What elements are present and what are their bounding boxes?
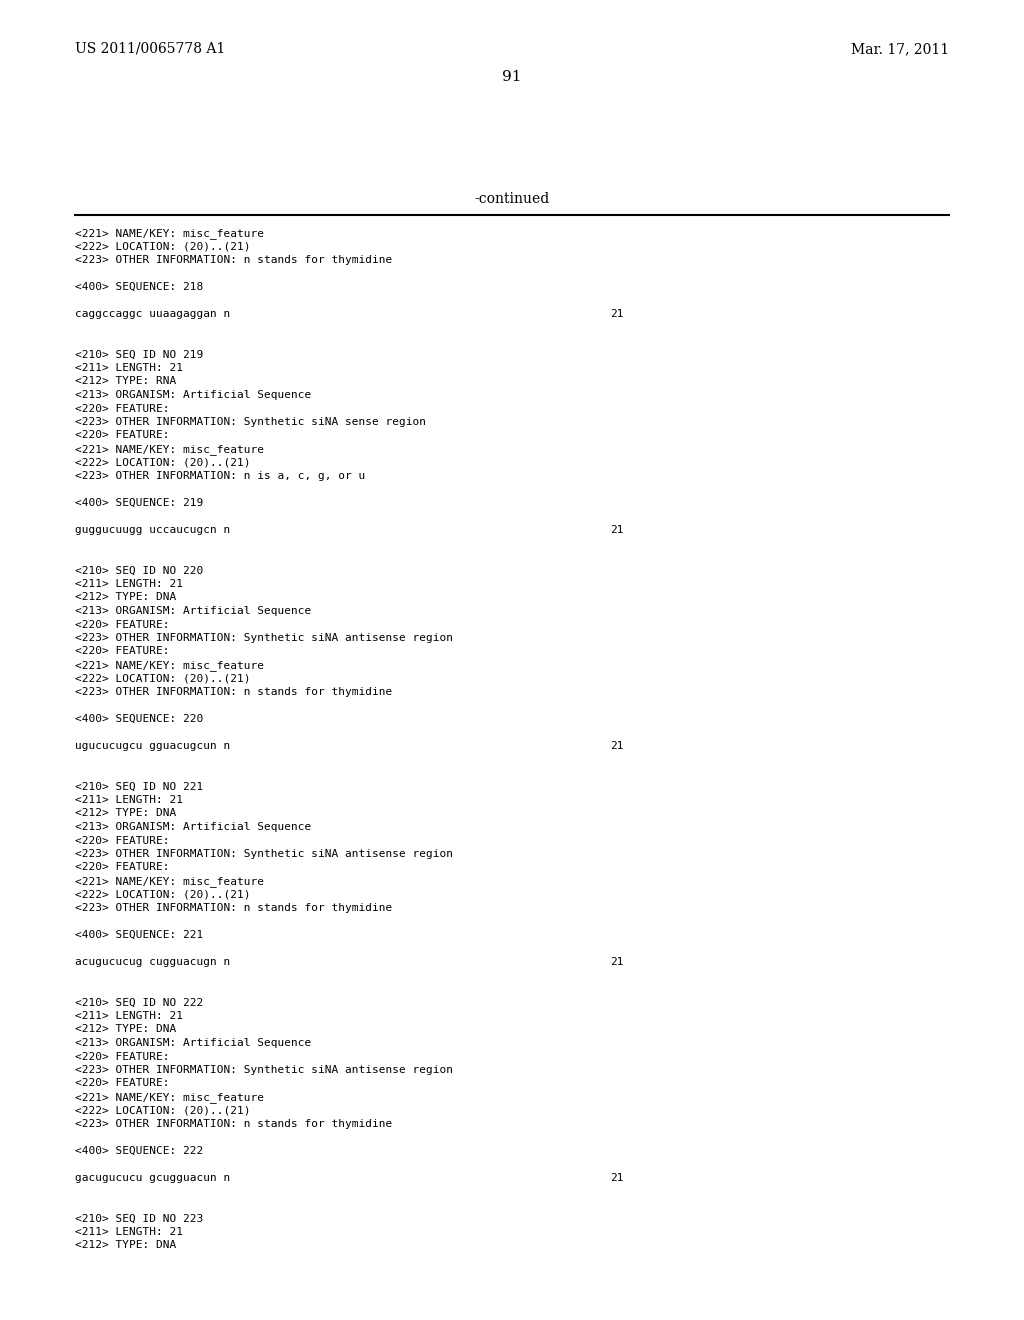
Text: <220> FEATURE:: <220> FEATURE: [75, 647, 170, 656]
Text: <220> FEATURE:: <220> FEATURE: [75, 430, 170, 441]
Text: acugucucug cugguacugn n: acugucucug cugguacugn n [75, 957, 230, 968]
Text: <210> SEQ ID NO 219: <210> SEQ ID NO 219 [75, 350, 203, 359]
Text: <221> NAME/KEY: misc_feature: <221> NAME/KEY: misc_feature [75, 660, 264, 671]
Text: <213> ORGANISM: Artificial Sequence: <213> ORGANISM: Artificial Sequence [75, 822, 311, 832]
Text: <221> NAME/KEY: misc_feature: <221> NAME/KEY: misc_feature [75, 1092, 264, 1104]
Text: <220> FEATURE:: <220> FEATURE: [75, 862, 170, 873]
Text: <223> OTHER INFORMATION: n stands for thymidine: <223> OTHER INFORMATION: n stands for th… [75, 255, 392, 265]
Text: <211> LENGTH: 21: <211> LENGTH: 21 [75, 363, 183, 374]
Text: <212> TYPE: DNA: <212> TYPE: DNA [75, 1241, 176, 1250]
Text: <223> OTHER INFORMATION: Synthetic siNA antisense region: <223> OTHER INFORMATION: Synthetic siNA … [75, 849, 453, 859]
Text: <223> OTHER INFORMATION: n is a, c, g, or u: <223> OTHER INFORMATION: n is a, c, g, o… [75, 471, 366, 480]
Text: 21: 21 [610, 1173, 624, 1183]
Text: <400> SEQUENCE: 221: <400> SEQUENCE: 221 [75, 931, 203, 940]
Text: <220> FEATURE:: <220> FEATURE: [75, 404, 170, 413]
Text: <220> FEATURE:: <220> FEATURE: [75, 1078, 170, 1089]
Text: gacugucucu gcugguacun n: gacugucucu gcugguacun n [75, 1173, 230, 1183]
Text: caggccaggc uuaagaggan n: caggccaggc uuaagaggan n [75, 309, 230, 319]
Text: <223> OTHER INFORMATION: n stands for thymidine: <223> OTHER INFORMATION: n stands for th… [75, 903, 392, 913]
Text: <211> LENGTH: 21: <211> LENGTH: 21 [75, 1228, 183, 1237]
Text: <220> FEATURE:: <220> FEATURE: [75, 619, 170, 630]
Text: <221> NAME/KEY: misc_feature: <221> NAME/KEY: misc_feature [75, 228, 264, 239]
Text: <223> OTHER INFORMATION: n stands for thymidine: <223> OTHER INFORMATION: n stands for th… [75, 686, 392, 697]
Text: <222> LOCATION: (20)..(21): <222> LOCATION: (20)..(21) [75, 890, 251, 899]
Text: <223> OTHER INFORMATION: Synthetic siNA antisense region: <223> OTHER INFORMATION: Synthetic siNA … [75, 1065, 453, 1074]
Text: <212> TYPE: DNA: <212> TYPE: DNA [75, 808, 176, 818]
Text: ugucucugcu gguacugcun n: ugucucugcu gguacugcun n [75, 741, 230, 751]
Text: guggucuugg uccaucugcn n: guggucuugg uccaucugcn n [75, 525, 230, 535]
Text: <220> FEATURE:: <220> FEATURE: [75, 836, 170, 846]
Text: <213> ORGANISM: Artificial Sequence: <213> ORGANISM: Artificial Sequence [75, 1038, 311, 1048]
Text: <223> OTHER INFORMATION: Synthetic siNA antisense region: <223> OTHER INFORMATION: Synthetic siNA … [75, 634, 453, 643]
Text: <222> LOCATION: (20)..(21): <222> LOCATION: (20)..(21) [75, 458, 251, 467]
Text: US 2011/0065778 A1: US 2011/0065778 A1 [75, 42, 225, 55]
Text: <212> TYPE: RNA: <212> TYPE: RNA [75, 376, 176, 387]
Text: <213> ORGANISM: Artificial Sequence: <213> ORGANISM: Artificial Sequence [75, 389, 311, 400]
Text: <223> OTHER INFORMATION: n stands for thymidine: <223> OTHER INFORMATION: n stands for th… [75, 1119, 392, 1129]
Text: <400> SEQUENCE: 220: <400> SEQUENCE: 220 [75, 714, 203, 723]
Text: <222> LOCATION: (20)..(21): <222> LOCATION: (20)..(21) [75, 242, 251, 252]
Text: <221> NAME/KEY: misc_feature: <221> NAME/KEY: misc_feature [75, 876, 264, 887]
Text: <221> NAME/KEY: misc_feature: <221> NAME/KEY: misc_feature [75, 444, 264, 455]
Text: <222> LOCATION: (20)..(21): <222> LOCATION: (20)..(21) [75, 1106, 251, 1115]
Text: <222> LOCATION: (20)..(21): <222> LOCATION: (20)..(21) [75, 673, 251, 684]
Text: <211> LENGTH: 21: <211> LENGTH: 21 [75, 1011, 183, 1020]
Text: <210> SEQ ID NO 223: <210> SEQ ID NO 223 [75, 1213, 203, 1224]
Text: 21: 21 [610, 957, 624, 968]
Text: <211> LENGTH: 21: <211> LENGTH: 21 [75, 795, 183, 805]
Text: <400> SEQUENCE: 218: <400> SEQUENCE: 218 [75, 282, 203, 292]
Text: <210> SEQ ID NO 220: <210> SEQ ID NO 220 [75, 565, 203, 576]
Text: <212> TYPE: DNA: <212> TYPE: DNA [75, 593, 176, 602]
Text: <400> SEQUENCE: 219: <400> SEQUENCE: 219 [75, 498, 203, 508]
Text: <220> FEATURE:: <220> FEATURE: [75, 1052, 170, 1061]
Text: <400> SEQUENCE: 222: <400> SEQUENCE: 222 [75, 1146, 203, 1156]
Text: <210> SEQ ID NO 221: <210> SEQ ID NO 221 [75, 781, 203, 792]
Text: -continued: -continued [474, 191, 550, 206]
Text: <211> LENGTH: 21: <211> LENGTH: 21 [75, 579, 183, 589]
Text: 21: 21 [610, 309, 624, 319]
Text: <213> ORGANISM: Artificial Sequence: <213> ORGANISM: Artificial Sequence [75, 606, 311, 616]
Text: <210> SEQ ID NO 222: <210> SEQ ID NO 222 [75, 998, 203, 1007]
Text: <212> TYPE: DNA: <212> TYPE: DNA [75, 1024, 176, 1035]
Text: <223> OTHER INFORMATION: Synthetic siNA sense region: <223> OTHER INFORMATION: Synthetic siNA … [75, 417, 426, 426]
Text: 91: 91 [502, 70, 522, 84]
Text: Mar. 17, 2011: Mar. 17, 2011 [851, 42, 949, 55]
Text: 21: 21 [610, 525, 624, 535]
Text: 21: 21 [610, 741, 624, 751]
